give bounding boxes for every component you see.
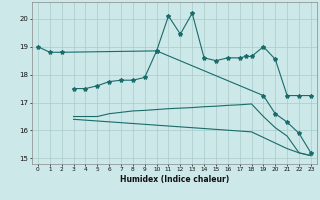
X-axis label: Humidex (Indice chaleur): Humidex (Indice chaleur) [120,175,229,184]
